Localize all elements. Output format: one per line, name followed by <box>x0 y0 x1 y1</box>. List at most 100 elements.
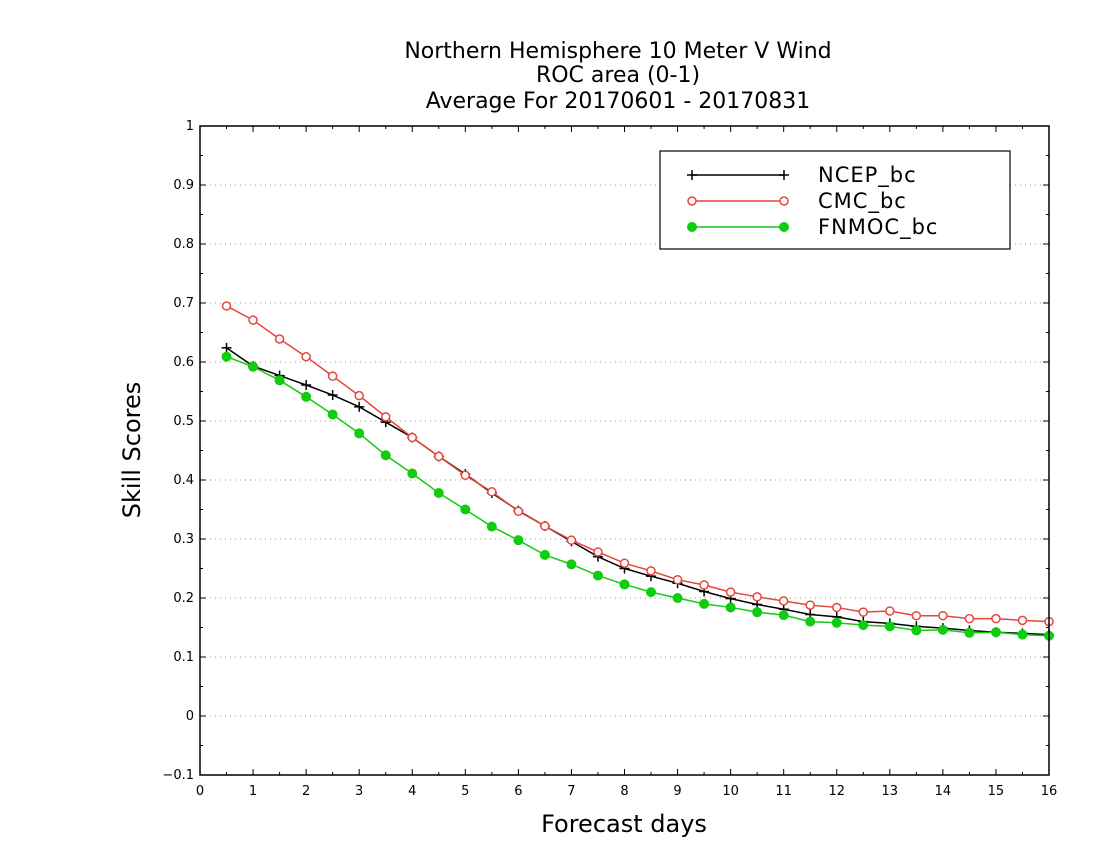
data-point-fnmoc-bc <box>937 624 948 635</box>
series-group <box>221 301 1054 641</box>
data-point-cmc-bc <box>487 487 497 497</box>
data-point-cmc-bc <box>274 334 285 344</box>
x-tick-label: 6 <box>514 784 522 799</box>
data-point-cmc-bc <box>885 606 895 616</box>
data-point-fnmoc-bc <box>407 468 418 479</box>
series-fnmoc-bc <box>221 351 1054 641</box>
data-point-cmc-bc <box>540 521 550 531</box>
data-point-fnmoc-bc <box>301 391 312 402</box>
data-point-fnmoc-bc <box>752 607 763 618</box>
x-tick-label: 16 <box>1041 784 1058 799</box>
data-point-fnmoc-bc <box>964 627 975 638</box>
data-point-fnmoc-bc <box>433 487 444 498</box>
legend-marker <box>779 222 789 232</box>
legend-box <box>659 150 1011 250</box>
data-point-cmc-bc <box>646 566 656 576</box>
data-point-fnmoc-bc <box>380 450 391 461</box>
chart-title-line-1: Northern Hemisphere 10 Meter V Wind <box>404 39 831 64</box>
data-point-cmc-bc <box>805 600 815 610</box>
x-tick-label: 3 <box>355 784 363 799</box>
data-point-cmc-bc <box>1017 615 1028 626</box>
data-point-cmc-bc <box>699 580 709 590</box>
data-point-cmc-bc <box>221 301 232 311</box>
data-point-fnmoc-bc <box>778 610 789 621</box>
legend-marker <box>687 196 697 206</box>
data-point-fnmoc-bc <box>248 361 259 372</box>
plot-frame <box>199 125 1050 776</box>
data-point-cmc-bc <box>938 610 948 621</box>
data-point-fnmoc-bc <box>619 579 630 590</box>
x-tick-label: 7 <box>567 784 575 799</box>
y-tick-label: 0.7 <box>173 296 194 311</box>
legend-marker <box>687 170 697 180</box>
y-tick-label: 0.5 <box>173 414 194 429</box>
x-tick-label: 10 <box>722 784 739 799</box>
data-point-fnmoc-bc <box>911 625 922 636</box>
series-cmc-bc <box>221 301 1054 627</box>
y-tick-label: 0 <box>186 709 194 724</box>
y-tick-label: 0.3 <box>173 532 194 547</box>
data-point-fnmoc-bc <box>725 602 736 613</box>
data-point-cmc-bc <box>248 315 258 325</box>
data-point-fnmoc-bc <box>858 620 869 631</box>
x-tick-label: 4 <box>408 784 416 799</box>
data-point-fnmoc-bc <box>831 617 842 628</box>
data-point-cmc-bc <box>566 535 577 545</box>
x-tick-label: 11 <box>775 784 792 799</box>
data-point-cmc-bc <box>301 351 311 362</box>
data-point-fnmoc-bc <box>513 535 524 546</box>
data-point-fnmoc-bc <box>592 570 603 581</box>
data-point-fnmoc-bc <box>539 549 550 560</box>
data-point-cmc-bc <box>354 390 364 401</box>
x-tick-label: 8 <box>620 784 628 799</box>
data-point-fnmoc-bc <box>1017 629 1028 640</box>
data-point-fnmoc-bc <box>672 593 683 603</box>
data-point-cmc-bc <box>407 432 417 443</box>
data-point-cmc-bc <box>752 592 762 602</box>
x-tick-label: 13 <box>882 784 899 799</box>
data-point-cmc-bc <box>911 610 922 621</box>
data-point-cmc-bc <box>513 506 524 517</box>
x-tick-label: 1 <box>249 784 257 799</box>
data-point-fnmoc-bc <box>699 598 710 609</box>
x-tick-label: 12 <box>828 784 845 799</box>
data-point-fnmoc-bc <box>646 587 657 598</box>
data-point-fnmoc-bc <box>805 616 816 627</box>
data-point-cmc-bc <box>380 412 391 422</box>
y-axis-label: Skill Scores <box>118 382 146 519</box>
legend-marker <box>779 196 789 206</box>
data-point-ncep-bc <box>327 390 338 401</box>
data-point-ncep-bc <box>354 401 365 412</box>
data-point-fnmoc-bc <box>274 375 285 386</box>
x-axis-label: Forecast days <box>541 810 707 838</box>
data-point-fnmoc-bc <box>221 351 232 362</box>
data-point-fnmoc-bc <box>460 504 471 515</box>
data-point-fnmoc-bc <box>354 428 365 439</box>
data-point-cmc-bc <box>991 613 1001 624</box>
y-tick-label: 0.6 <box>173 355 194 370</box>
chart-title-line-3: Average For 20170601 - 20170831 <box>426 89 811 114</box>
data-point-ncep-bc <box>221 342 232 353</box>
data-point-cmc-bc <box>460 470 471 481</box>
data-point-cmc-bc <box>593 547 603 557</box>
data-point-fnmoc-bc <box>486 521 497 532</box>
x-tick-label: 14 <box>935 784 952 799</box>
y-tick-label: 0.9 <box>173 178 194 193</box>
data-point-cmc-bc <box>964 613 975 624</box>
chart-title: Northern Hemisphere 10 Meter V Wind ROC … <box>404 39 831 114</box>
legend-label: NCEP_bc <box>818 163 917 188</box>
data-point-cmc-bc <box>434 451 444 462</box>
x-tick-label: 5 <box>461 784 469 799</box>
legend-item-cmc-bc: CMC_bc <box>687 189 906 214</box>
x-tick-label: 15 <box>988 784 1005 799</box>
data-point-cmc-bc <box>832 602 842 613</box>
y-tick-label: 1 <box>186 119 194 134</box>
legend-item-ncep-bc: NCEP_bc <box>687 163 917 188</box>
y-tick-label: 0.8 <box>173 237 194 252</box>
data-point-fnmoc-bc <box>990 627 1001 638</box>
data-point-fnmoc-bc <box>566 559 577 570</box>
y-tick-label: 0.4 <box>173 473 194 488</box>
data-point-cmc-bc <box>778 596 789 606</box>
